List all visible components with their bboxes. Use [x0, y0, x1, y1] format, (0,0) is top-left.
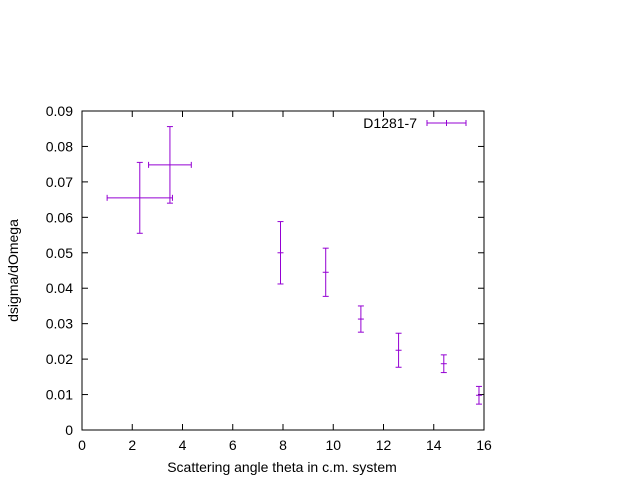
x-tick-label: 2 [128, 437, 136, 453]
data-point-5 [357, 305, 364, 333]
y-tick-label: 0.01 [46, 387, 73, 403]
y-tick-label: 0.09 [46, 103, 73, 119]
x-tick-label: 8 [279, 437, 287, 453]
y-tick-label: 0.03 [46, 316, 73, 332]
y-tick-label: 0 [65, 422, 73, 438]
legend: D1281-7 [363, 115, 467, 131]
y-tick-label: 0.02 [46, 351, 73, 367]
data-point-6 [395, 332, 402, 368]
x-tick-label: 16 [476, 437, 492, 453]
data-point-4 [322, 247, 329, 297]
y-axis-label: dsigma/dOmega [5, 219, 21, 322]
legend-sample [426, 120, 467, 126]
y-tick-label: 0.07 [46, 174, 73, 190]
x-tick-label: 6 [229, 437, 237, 453]
y-tick-label: 0.05 [46, 245, 73, 261]
data-point-8 [475, 385, 482, 405]
x-tick-label: 12 [376, 437, 392, 453]
data-marks [106, 126, 482, 405]
data-point-2 [148, 126, 192, 204]
plot-frame [81, 110, 485, 431]
data-point-3 [277, 221, 284, 285]
axis-ticks: 0 2 4 6 8 10 12 14 16 0 0.01 0.02 0.03 0.04 0.05 0.06 0.… [46, 103, 492, 453]
x-axis-label: Scattering angle theta in c.m. system [167, 459, 397, 475]
data-point-1 [106, 161, 173, 234]
data-point-7 [440, 354, 447, 374]
y-tick-label: 0.06 [46, 209, 73, 225]
x-tick-label: 0 [78, 437, 86, 453]
x-tick-label: 14 [426, 437, 442, 453]
x-tick-label: 10 [325, 437, 341, 453]
legend-label-d1281-7: D1281-7 [363, 115, 417, 131]
y-tick-label: 0.04 [46, 280, 73, 296]
y-tick-label: 0.08 [46, 138, 73, 154]
x-tick-label: 4 [179, 437, 187, 453]
